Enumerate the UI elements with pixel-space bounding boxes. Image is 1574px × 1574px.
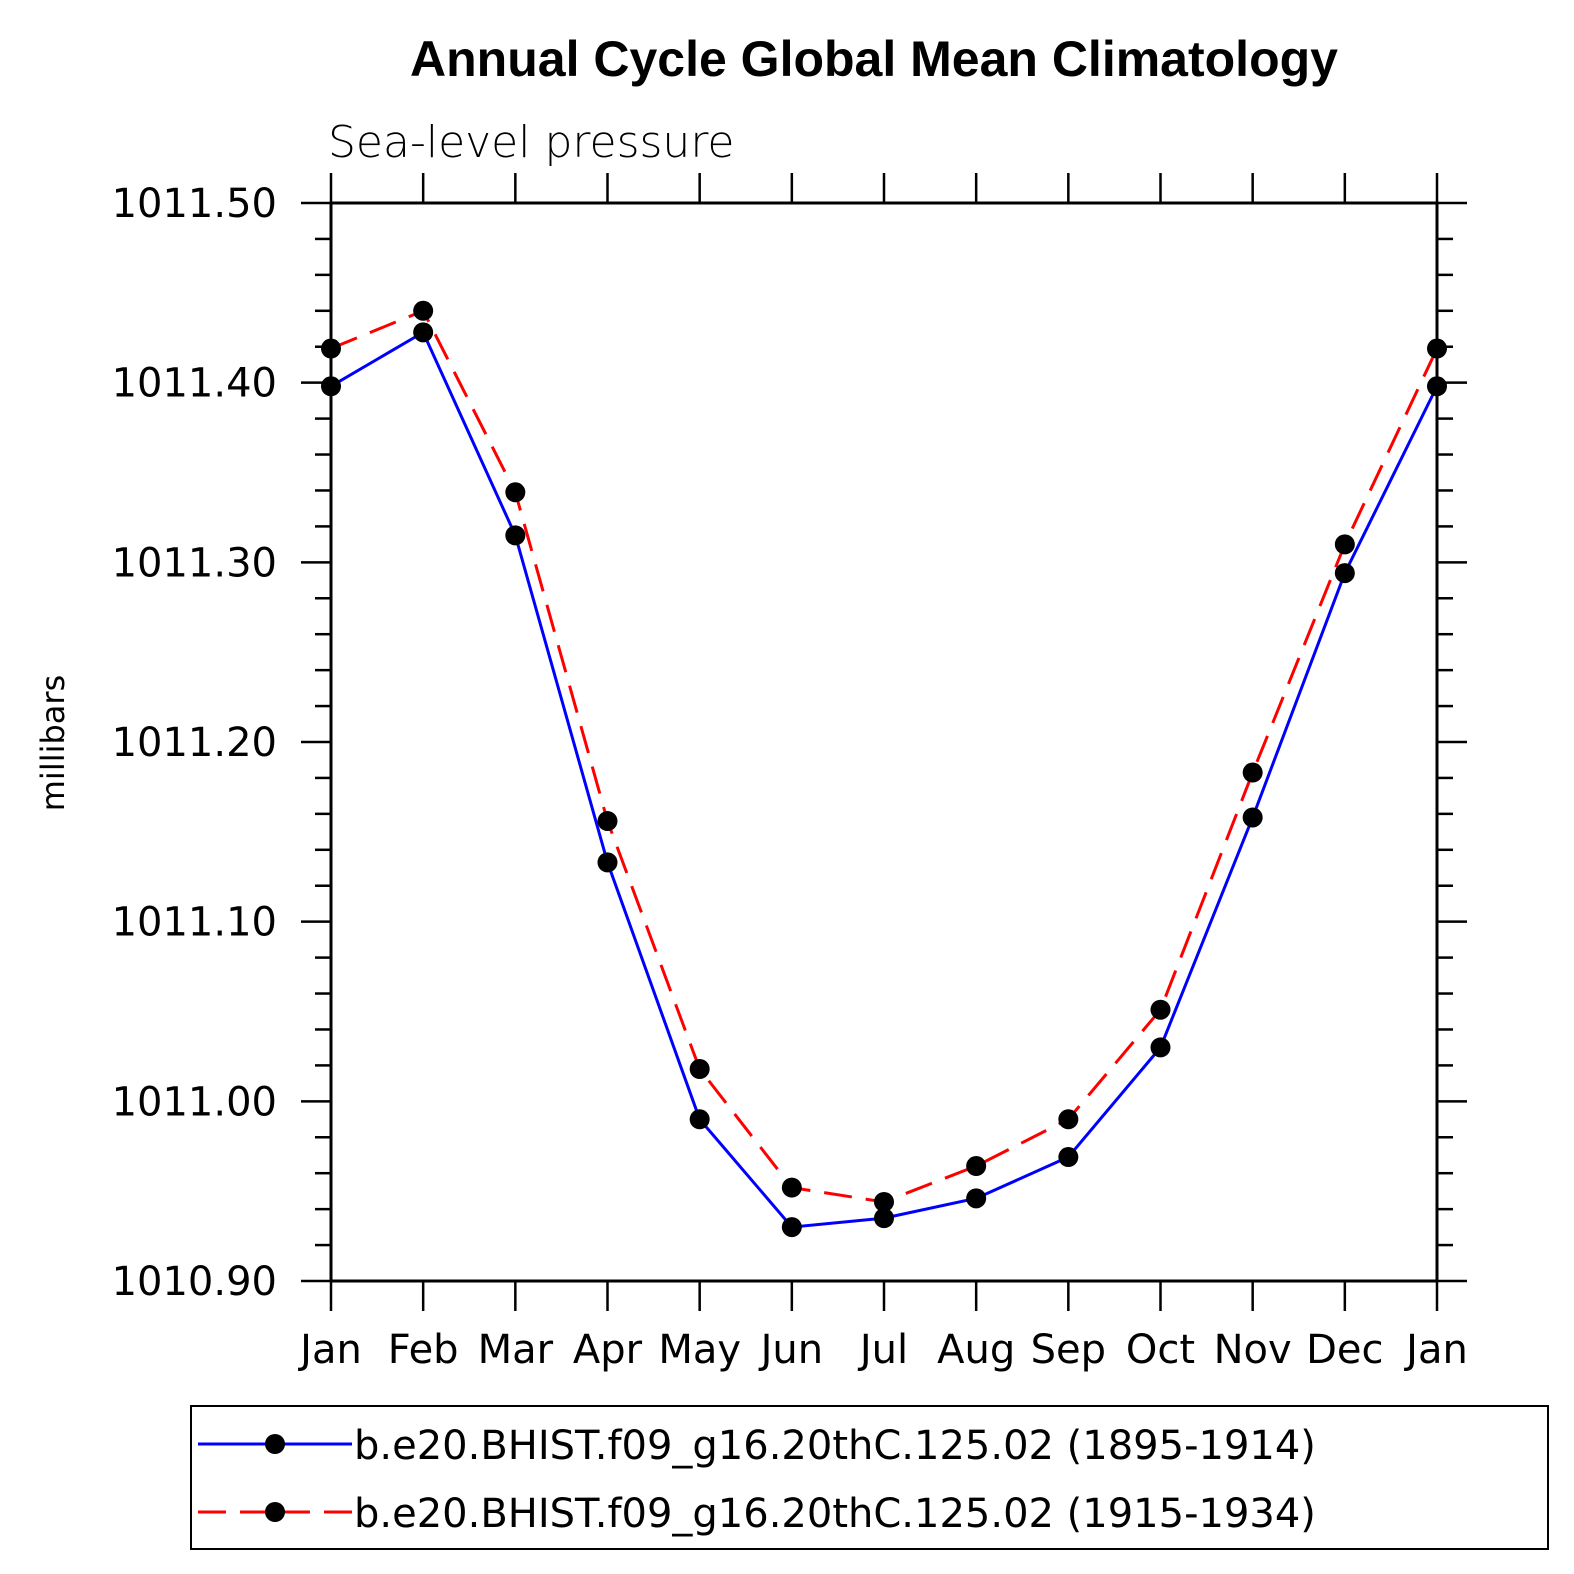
series-1-point: [874, 1208, 894, 1229]
series-2-point: [1058, 1109, 1079, 1130]
y-tick-labels: 1011.50 1011.40 1011.30 1011.20 1011.10 1011.…: [112, 181, 277, 1305]
series-layer: [321, 300, 1447, 1238]
y-axis-label: millibars: [34, 675, 72, 811]
y-tick-label: 1011.20: [112, 720, 277, 766]
plot-frame: [329, 201, 1439, 1283]
series-2-point: [1242, 762, 1263, 783]
x-tick-label: Nov: [1214, 1327, 1292, 1373]
y-tick-label: 1011.00: [112, 1079, 277, 1125]
y-tick-label: 1011.10: [112, 900, 277, 946]
x-tick-label: Jun: [758, 1327, 824, 1373]
x-tick-labels: Jan Feb Mar Apr May Jun Jul Aug Sep Oct Nov Dec Jan: [297, 1327, 1468, 1373]
series-1-point: [1334, 563, 1355, 584]
legend: b.e20.BHIST.f09_g16.20thC.125.02 (1895-1…: [190, 1405, 1549, 1550]
chart-subtitle: Sea-level pressure: [328, 117, 735, 168]
series-2-point: [689, 1058, 710, 1079]
series-line-2: [330, 308, 1439, 1204]
y-tick-label: 1011.40: [112, 361, 277, 407]
x-tick-label: Dec: [1306, 1327, 1383, 1373]
series-2-point: [413, 300, 434, 321]
series-1-point: [597, 852, 618, 873]
series-2-point: [1334, 534, 1355, 555]
series-2-point: [597, 811, 618, 832]
axis-ticks: [301, 173, 1467, 1311]
x-tick-label: Jul: [857, 1327, 908, 1373]
y-tick-label: 1011.30: [112, 540, 277, 586]
series-1-point: [781, 1217, 802, 1238]
series-2-point: [1150, 999, 1171, 1020]
series-1-point: [413, 322, 434, 343]
series-1-point: [1150, 1037, 1171, 1058]
x-tick-label: Apr: [573, 1327, 643, 1373]
legend-label-2: b.e20.BHIST.f09_g16.20thC.125.02 (1915-1…: [354, 1491, 1316, 1537]
y-tick-label: 1011.50: [112, 181, 277, 227]
legend-items: b.e20.BHIST.f09_g16.20thC.125.02 (1895-1…: [198, 1423, 1316, 1537]
x-tick-label: Mar: [478, 1327, 554, 1373]
series-2-point: [874, 1191, 894, 1212]
legend-marker-2: [265, 1502, 285, 1522]
series-line-1: [330, 330, 1439, 1229]
series-1-point: [689, 1109, 710, 1130]
x-tick-label: Aug: [937, 1327, 1015, 1373]
x-tick-label: Feb: [388, 1327, 459, 1373]
legend-label-1: b.e20.BHIST.f09_g16.20thC.125.02 (1895-1…: [354, 1423, 1316, 1469]
series-2-point: [781, 1177, 802, 1198]
series-1-point: [966, 1188, 987, 1209]
series-2-point: [505, 482, 526, 503]
legend-box: [190, 1405, 1549, 1550]
series-1-point: [505, 525, 526, 546]
x-tick-label: Jan: [1403, 1327, 1468, 1373]
x-tick-label: Oct: [1126, 1327, 1195, 1373]
y-tick-label: 1010.90: [112, 1259, 277, 1305]
x-tick-label: Jan: [297, 1327, 362, 1373]
x-tick-label: May: [658, 1327, 741, 1373]
series-1-point: [1242, 807, 1263, 828]
x-tick-label: Sep: [1031, 1327, 1106, 1373]
series-1-point: [1058, 1147, 1079, 1168]
legend-marker-1: [265, 1434, 285, 1454]
series-2-point: [966, 1156, 987, 1177]
chart-title: Annual Cycle Global Mean Climatology: [410, 31, 1338, 87]
